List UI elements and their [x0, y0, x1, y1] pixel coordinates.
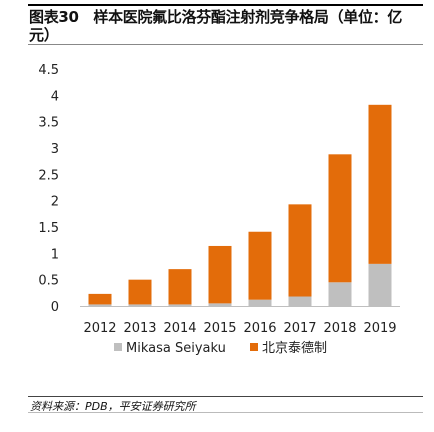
bar-mikasa-seiyaku [208, 303, 232, 306]
bar-beijing-tide [248, 231, 272, 300]
source-bottom-rule [28, 412, 423, 413]
bar-mikasa-seiyaku [168, 304, 192, 306]
bar-beijing-tide [168, 269, 192, 305]
bar-mikasa-seiyaku [248, 299, 272, 306]
source-note: 资料来源：PDB，平安证券研究所 [30, 400, 196, 413]
legend-label: Mikasa Seiyaku [126, 341, 226, 356]
legend-label: 北京泰德制 [262, 341, 327, 356]
y-tick-label: 2 [51, 195, 59, 210]
bar-mikasa-seiyaku [368, 263, 392, 306]
bar-beijing-tide [368, 104, 392, 264]
x-tick-label: 2016 [243, 321, 276, 336]
y-tick-label: 4.5 [38, 63, 59, 78]
y-tick-label: 3 [51, 142, 59, 157]
y-tick-label: 2.5 [38, 168, 59, 183]
title-bottom-rule [28, 44, 423, 45]
legend-swatch [250, 343, 258, 351]
bar-beijing-tide [288, 204, 312, 297]
y-tick-label: 1.5 [38, 221, 59, 236]
bar-series [88, 104, 392, 306]
y-axis: 0 0.5 1 1.5 2 2.5 3 3.5 4 4.5 [38, 63, 59, 315]
x-tick-label: 2012 [83, 321, 116, 336]
bar-mikasa-seiyaku [328, 282, 352, 306]
legend: Mikasa Seiyaku 北京泰德制 [114, 341, 327, 356]
bar-mikasa-seiyaku [128, 304, 152, 306]
x-tick-label: 2019 [363, 321, 396, 336]
x-tick-label: 2015 [203, 321, 236, 336]
bar-beijing-tide [328, 154, 352, 283]
bar-beijing-tide [128, 279, 152, 305]
x-axis: 2012 2013 2014 2015 2016 2017 2018 2019 [83, 321, 396, 336]
title-top-rule [28, 4, 423, 6]
bar-beijing-tide [88, 293, 112, 305]
chart-title: 图表30 样本医院氟比洛芬酯注射剂竞争格局（单位：亿元） [29, 8, 403, 44]
y-tick-label: 3.5 [38, 116, 59, 131]
stacked-bar-chart: 00.511.522.533.544.5 2012 2013 2014 2015 201… [38, 63, 400, 356]
y-tick-label: 1 [51, 247, 59, 262]
bar-mikasa-seiyaku [88, 304, 112, 306]
x-tick-label: 2013 [123, 321, 156, 336]
bar-mikasa-seiyaku [288, 296, 312, 306]
x-tick-label: 2014 [163, 321, 196, 336]
legend-swatch [114, 343, 122, 351]
bar-beijing-tide [208, 245, 232, 304]
y-tick-label: 0 [51, 300, 59, 315]
source-top-rule [28, 396, 423, 397]
x-tick-label: 2018 [323, 321, 356, 336]
x-tick-label: 2017 [283, 321, 316, 336]
y-tick-label: 4 [51, 89, 59, 104]
y-tick-label: 0.5 [38, 274, 59, 289]
